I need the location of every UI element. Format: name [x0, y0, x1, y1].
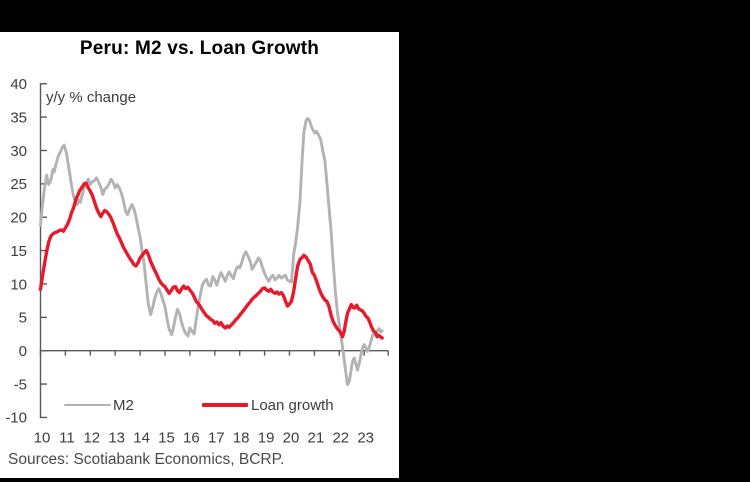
x-axis-tick-label: 19	[258, 430, 275, 447]
y-axis-tick-label: -10	[5, 410, 27, 427]
x-axis-tick-label: 18	[233, 430, 250, 447]
source-note: Sources: Scotiabank Economics, BCRP.	[8, 451, 285, 468]
plot-area: 40 35 30 25 20 15 10 5 0 -5 -10 10 11 12 13 14 15 16 17 18 1…	[5, 76, 389, 447]
y-axis-tick-label: 40	[10, 76, 27, 93]
x-axis-tick-label: 12	[83, 430, 100, 447]
y-axis-tick-label: 10	[10, 276, 27, 293]
x-axis-tick-label: 11	[59, 430, 75, 447]
x-axis-tick-label: 15	[158, 430, 175, 447]
y-axis-tick-label: 35	[10, 109, 27, 126]
y-axis-tick-label: 15	[10, 243, 27, 260]
loan-growth-legend-label: Loan growth	[251, 397, 334, 414]
x-axis-tick-label: 16	[183, 430, 200, 447]
loan-growth-legend-line	[202, 403, 248, 407]
x-axis-tick-label: 10	[34, 430, 51, 447]
x-axis-tick-label: 23	[357, 430, 374, 447]
y-axis-tick-label: 5	[19, 310, 27, 327]
y-axis-tick-label: 30	[10, 143, 27, 160]
chart-panel: Peru: M2 vs. Loan Growth 40 35 30 25 20 15 10 5…	[0, 32, 399, 478]
y-axis-tick-label: 20	[10, 210, 27, 227]
m2-legend-label: M2	[113, 397, 134, 414]
x-axis-tick-label: 14	[133, 430, 150, 447]
m2-legend-line	[64, 403, 111, 407]
x-axis-tick-label: 22	[332, 430, 349, 447]
x-axis-tick-label: 21	[308, 430, 325, 447]
chart-title: Peru: M2 vs. Loan Growth	[79, 38, 320, 59]
x-axis-tick-label: 17	[208, 430, 225, 447]
y-axis-tick-label: 0	[19, 343, 27, 360]
y-axis-note: y/y % change	[46, 89, 137, 106]
x-axis-tick-label: 20	[283, 430, 300, 447]
x-axis-tick-label: 13	[108, 430, 125, 447]
loan-growth-line	[38, 181, 384, 340]
m2-line	[39, 116, 384, 387]
y-axis-tick-label: -5	[14, 376, 27, 393]
y-axis-tick-label: 25	[10, 176, 27, 193]
